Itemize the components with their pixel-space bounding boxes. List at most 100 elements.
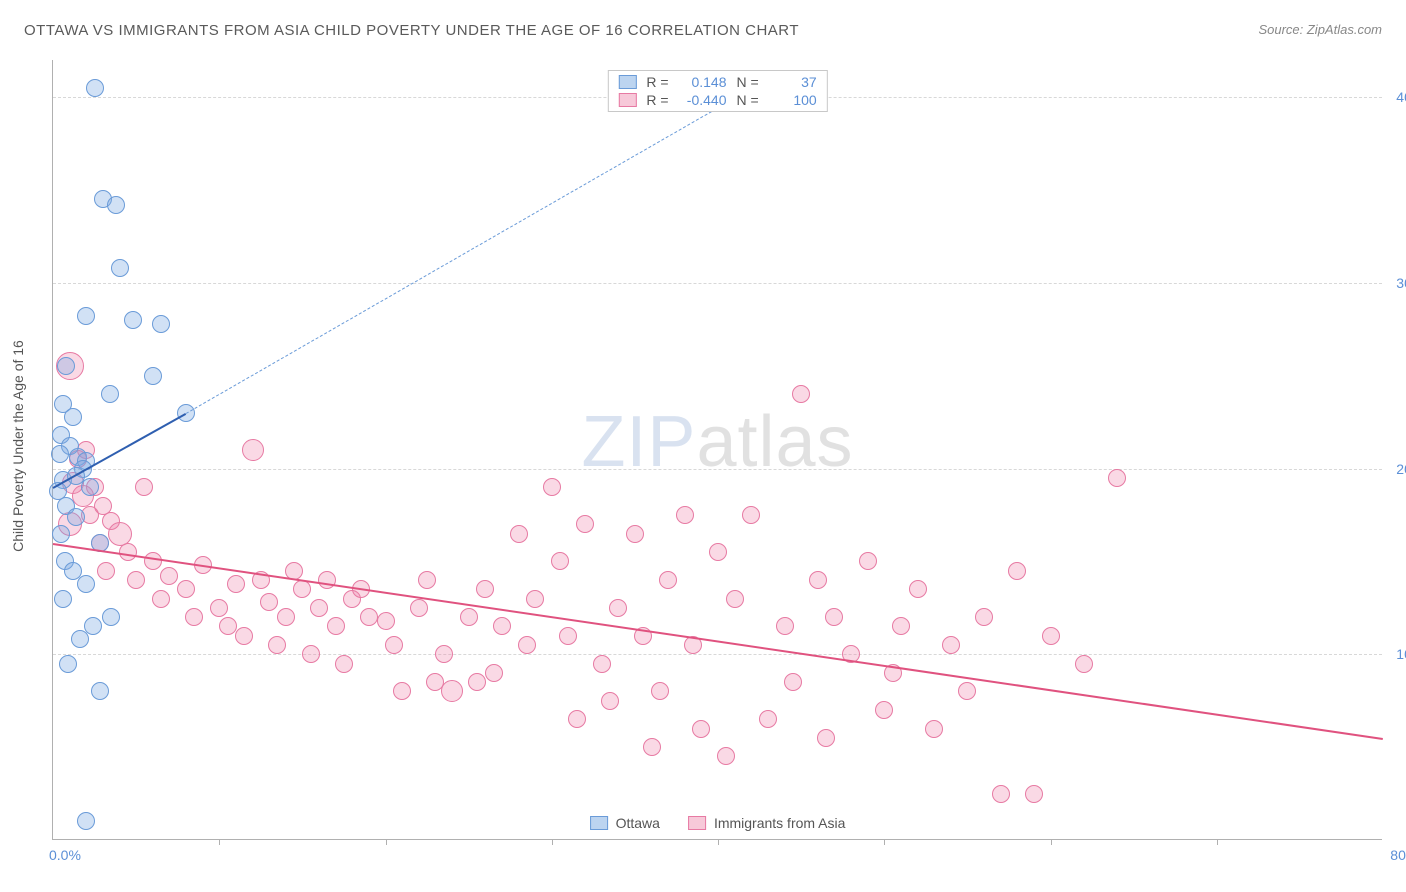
data-point-immigrants — [441, 680, 463, 702]
data-point-immigrants — [551, 552, 569, 570]
data-point-ottawa — [101, 385, 119, 403]
data-point-immigrants — [227, 575, 245, 593]
data-point-immigrants — [293, 580, 311, 598]
data-point-immigrants — [643, 738, 661, 756]
data-point-immigrants — [327, 617, 345, 635]
data-point-immigrants — [127, 571, 145, 589]
data-point-ottawa — [152, 315, 170, 333]
data-point-immigrants — [97, 562, 115, 580]
data-point-ottawa — [67, 508, 85, 526]
data-point-immigrants — [160, 567, 178, 585]
data-point-immigrants — [759, 710, 777, 728]
swatch-ottawa — [618, 75, 636, 89]
data-point-ottawa — [111, 259, 129, 277]
data-point-immigrants — [809, 571, 827, 589]
data-point-ottawa — [77, 307, 95, 325]
chart-title: OTTAWA VS IMMIGRANTS FROM ASIA CHILD POV… — [24, 22, 799, 39]
data-point-ottawa — [124, 311, 142, 329]
y-tick-label: 40.0% — [1396, 89, 1406, 105]
data-point-immigrants — [210, 599, 228, 617]
data-point-immigrants — [651, 682, 669, 700]
data-point-immigrants — [144, 552, 162, 570]
data-point-immigrants — [909, 580, 927, 598]
data-point-immigrants — [975, 608, 993, 626]
data-point-immigrants — [626, 525, 644, 543]
r-value-a: 0.148 — [675, 74, 727, 90]
data-point-immigrants — [177, 580, 195, 598]
data-point-immigrants — [659, 571, 677, 589]
data-point-immigrants — [568, 710, 586, 728]
n-value-b: 100 — [765, 92, 817, 108]
data-point-immigrants — [476, 580, 494, 598]
legend-item-ottawa: Ottawa — [590, 815, 660, 831]
source-attribution: Source: ZipAtlas.com — [1258, 22, 1382, 37]
x-axis-label-left: 0.0% — [49, 847, 81, 863]
data-point-immigrants — [377, 612, 395, 630]
data-point-immigrants — [518, 636, 536, 654]
data-point-immigrants — [859, 552, 877, 570]
legend: Ottawa Immigrants from Asia — [584, 813, 852, 833]
data-point-immigrants — [152, 590, 170, 608]
data-point-immigrants — [676, 506, 694, 524]
data-point-immigrants — [942, 636, 960, 654]
data-point-immigrants — [485, 664, 503, 682]
swatch-immigrants — [618, 93, 636, 107]
data-point-immigrants — [268, 636, 286, 654]
data-point-immigrants — [593, 655, 611, 673]
data-point-ottawa — [51, 445, 69, 463]
data-point-immigrants — [277, 608, 295, 626]
data-point-ottawa — [84, 617, 102, 635]
data-point-immigrants — [958, 682, 976, 700]
watermark: ZIPatlas — [581, 400, 853, 482]
legend-item-immigrants: Immigrants from Asia — [688, 815, 845, 831]
data-point-immigrants — [609, 599, 627, 617]
data-point-immigrants — [1025, 785, 1043, 803]
n-label: N = — [737, 74, 759, 90]
trend-line-ottawa-extrapolated — [186, 79, 768, 414]
data-point-immigrants — [108, 522, 132, 546]
x-tick — [1217, 839, 1218, 845]
data-point-ottawa — [91, 682, 109, 700]
data-point-immigrants — [360, 608, 378, 626]
data-point-ottawa — [71, 630, 89, 648]
data-point-immigrants — [460, 608, 478, 626]
data-point-ottawa — [57, 357, 75, 375]
data-point-immigrants — [410, 599, 428, 617]
y-tick-label: 30.0% — [1396, 275, 1406, 291]
data-point-immigrants — [1108, 469, 1126, 487]
data-point-immigrants — [135, 478, 153, 496]
data-point-immigrants — [493, 617, 511, 635]
gridline — [53, 654, 1382, 655]
data-point-ottawa — [54, 590, 72, 608]
data-point-ottawa — [64, 408, 82, 426]
data-point-immigrants — [559, 627, 577, 645]
data-point-immigrants — [992, 785, 1010, 803]
swatch-immigrants — [688, 816, 706, 830]
data-point-immigrants — [1075, 655, 1093, 673]
data-point-ottawa — [77, 575, 95, 593]
data-point-ottawa — [59, 655, 77, 673]
data-point-immigrants — [435, 645, 453, 663]
data-point-immigrants — [792, 385, 810, 403]
data-point-immigrants — [784, 673, 802, 691]
data-point-ottawa — [102, 608, 120, 626]
data-point-immigrants — [601, 692, 619, 710]
y-axis-label: Child Poverty Under the Age of 16 — [10, 340, 26, 552]
r-label: R = — [646, 74, 668, 90]
data-point-immigrants — [1008, 562, 1026, 580]
gridline — [53, 283, 1382, 284]
data-point-immigrants — [310, 599, 328, 617]
data-point-immigrants — [260, 593, 278, 611]
stats-row-a: R = 0.148 N = 37 — [608, 73, 826, 91]
data-point-immigrants — [726, 590, 744, 608]
data-point-immigrants — [717, 747, 735, 765]
data-point-ottawa — [86, 79, 104, 97]
n-label: N = — [737, 92, 759, 108]
data-point-immigrants — [892, 617, 910, 635]
data-point-immigrants — [1042, 627, 1060, 645]
legend-label-b: Immigrants from Asia — [714, 815, 845, 831]
data-point-immigrants — [543, 478, 561, 496]
plot-area: ZIPatlas R = 0.148 N = 37 R = -0.440 N =… — [52, 60, 1382, 840]
r-label: R = — [646, 92, 668, 108]
data-point-immigrants — [742, 506, 760, 524]
